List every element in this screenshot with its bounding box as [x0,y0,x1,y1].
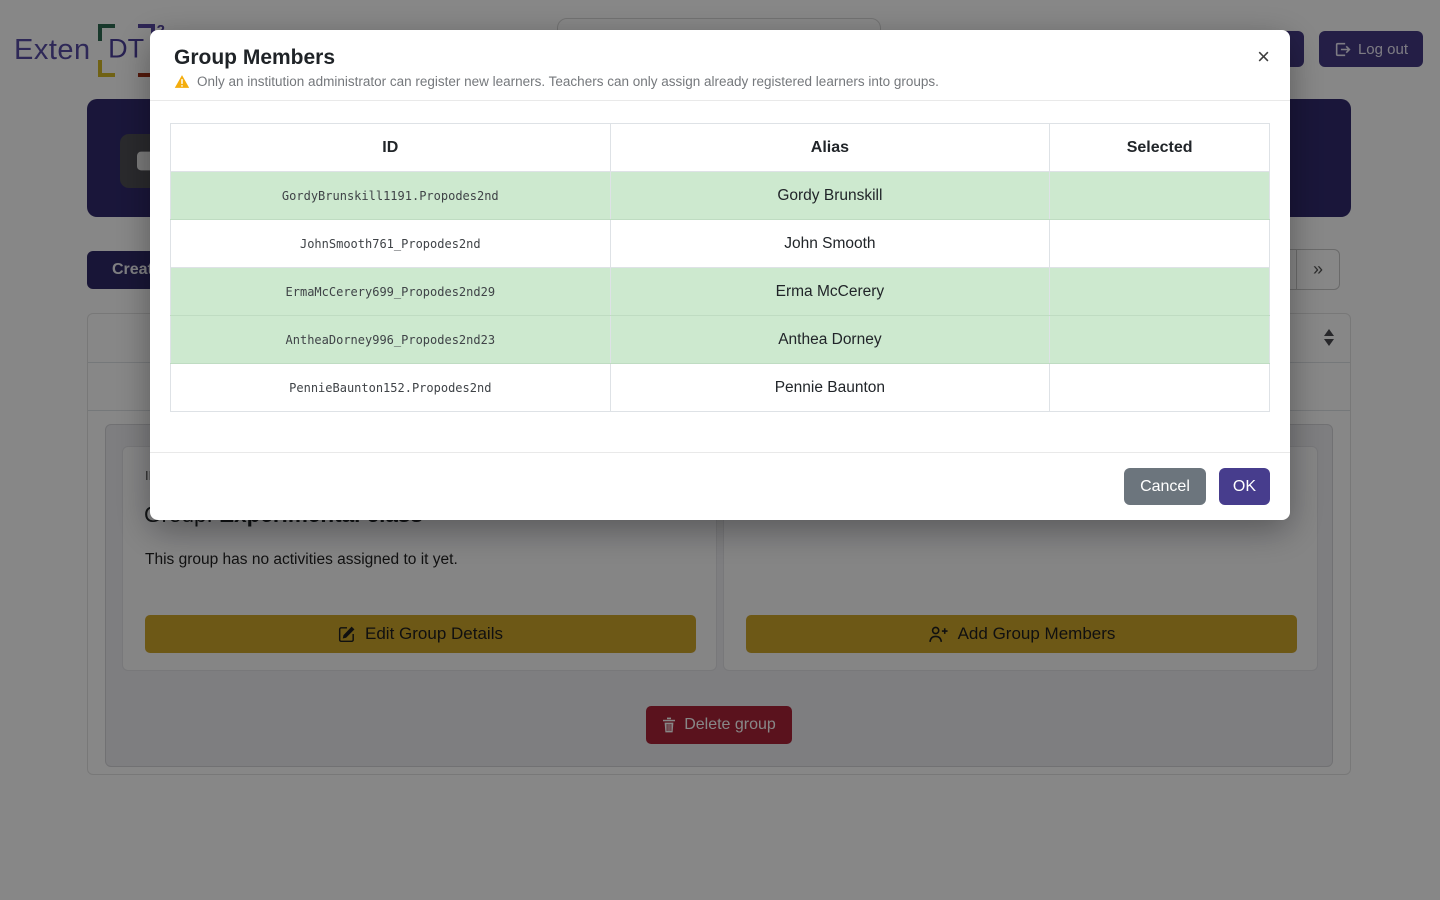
cancel-button[interactable]: Cancel [1124,468,1206,505]
member-selected-cell [1049,315,1270,364]
members-table-header-row: ID Alias Selected [170,123,1270,172]
extendt2-logo[interactable]: Exten DT 2 [14,22,165,78]
member-alias: Anthea Dorney [609,315,1051,364]
modal-footer: Cancel OK [150,452,1290,520]
member-id: PennieBaunton152.Propodes2nd [170,363,611,412]
logo-bracket-topleft-icon [97,23,115,41]
delete-group-button[interactable]: Delete group [646,706,792,744]
logo-text-dt: DT [108,33,145,64]
col-header-selected[interactable]: Selected [1049,123,1270,172]
members-table-body: GordyBrunskill1191.Propodes2nd Gordy Brun… [170,171,1270,412]
edit-button-label: Edit Group Details [365,624,503,643]
member-id: ErmaMcCerery699_Propodes2nd29 [170,267,611,316]
col-header-id[interactable]: ID [170,123,611,172]
warning-icon [174,75,190,88]
add-group-members-button[interactable]: Add Group Members [746,615,1297,653]
edit-group-details-button[interactable]: Edit Group Details [145,615,696,653]
member-row[interactable]: GordyBrunskill1191.Propodes2nd Gordy Brun… [170,171,1270,220]
member-row[interactable]: AntheaDorney996_Propodes2nd23 Anthea Dorn… [170,315,1270,364]
logo-bracket-bottomleft-icon [97,59,115,77]
delete-button-label: Delete group [684,716,776,733]
sort-up-arrow-icon [1324,329,1334,336]
group-members-modal: Group Members Only an institution admini… [150,30,1290,520]
member-alias: Pennie Baunton [609,363,1051,412]
add-button-label: Add Group Members [957,624,1116,643]
logo-text-exten: Exten [14,33,91,66]
no-activities-text: This group has no activities assigned to… [145,551,458,568]
member-id: AntheaDorney996_Propodes2nd23 [170,315,611,364]
member-selected-cell [1049,219,1270,268]
logout-icon [1335,42,1351,56]
member-row[interactable]: PennieBaunton152.Propodes2nd Pennie Baunt… [170,363,1270,412]
member-selected-cell [1049,171,1270,220]
member-alias: John Smooth [609,219,1051,268]
member-selected-cell [1049,267,1270,316]
edit-icon [338,626,355,643]
member-selected-cell [1049,363,1270,412]
member-row[interactable]: ErmaMcCerery699_Propodes2nd29 Erma McCere… [170,267,1270,316]
member-alias: Gordy Brunskill [609,171,1051,220]
col-header-alias[interactable]: Alias [609,123,1051,172]
member-id: JohnSmooth761_Propodes2nd [170,219,611,268]
member-row[interactable]: JohnSmooth761_Propodes2nd John Smooth [170,219,1270,268]
logout-button[interactable]: Log out [1318,31,1423,67]
logout-label: Log out [1357,40,1408,58]
member-id: GordyBrunskill1191.Propodes2nd [170,171,611,220]
sort-down-arrow-icon [1324,339,1334,346]
pagination-last-button[interactable]: » [1296,250,1339,289]
close-icon[interactable]: × [1257,44,1270,69]
member-alias: Erma McCerery [609,267,1051,316]
ok-button[interactable]: OK [1218,468,1270,505]
logo-dt-box: DT [97,23,155,77]
modal-warning: Only an institution administrator can re… [174,74,1266,89]
sort-icon[interactable] [1324,329,1334,346]
modal-title: Group Members [174,46,336,69]
trash-icon [663,717,676,733]
modal-body: ID Alias Selected GordyBrunskill1191.Pro… [150,101,1290,452]
person-plus-icon [928,626,948,642]
modal-header: Group Members Only an institution admini… [150,30,1290,101]
modal-warning-text: Only an institution administrator can re… [197,74,939,89]
members-table: ID Alias Selected GordyBrunskill1191.Pro… [170,123,1270,412]
